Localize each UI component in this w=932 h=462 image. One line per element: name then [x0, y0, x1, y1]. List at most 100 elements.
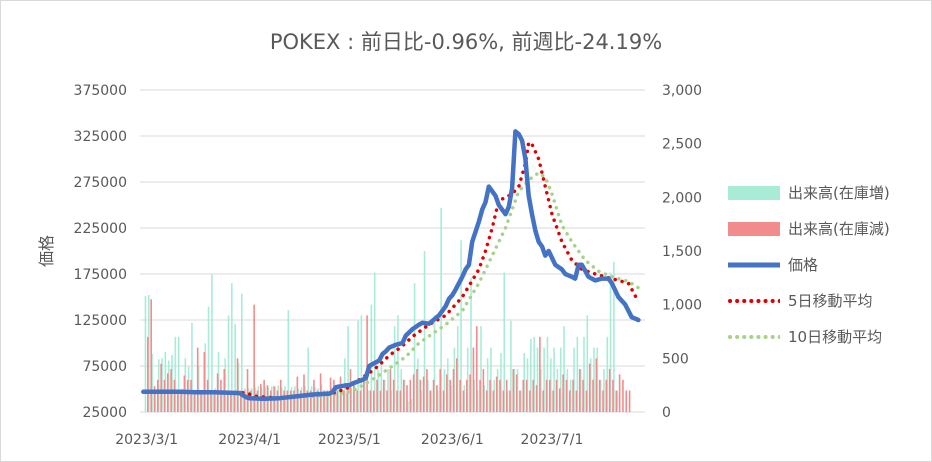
bar-volume-increase: [353, 386, 356, 412]
bar-volume-decrease: [456, 358, 458, 412]
bar-volume-increase: [553, 347, 555, 412]
bar-volume-decrease: [618, 374, 621, 412]
bar-volume-increase: [473, 379, 476, 412]
bar-volume-decrease: [163, 379, 166, 412]
bar-volume-decrease: [246, 369, 249, 412]
bar-volume-decrease: [362, 379, 365, 412]
bar-volume-increase: [503, 272, 506, 412]
bar-volume-increase: [181, 388, 183, 412]
bar-volume-decrease: [213, 390, 216, 412]
legend-item-volume-increase: 出来高(在庫増): [728, 180, 928, 216]
bar-volume-increase: [360, 315, 363, 412]
bar-volume-decrease: [379, 390, 382, 412]
bar-volume-decrease: [465, 379, 468, 412]
y-left-tick-label: 275000: [74, 175, 127, 191]
bar-volume-increase: [616, 390, 619, 412]
bar-volume-decrease: [585, 390, 588, 412]
legend-item-volume-decrease: 出来高(在庫減): [728, 216, 928, 252]
bar-volume-decrease: [256, 390, 259, 412]
legend-key-ma10: [728, 335, 780, 339]
bar-volume-increase: [596, 347, 599, 412]
bar-volume-increase: [244, 388, 246, 412]
bar-volume-increase: [187, 366, 190, 412]
bar-volume-decrease: [392, 379, 395, 412]
bar-volume-increase: [516, 369, 519, 412]
bar-volume-increase: [576, 336, 579, 412]
y-right-tick-label: 2,000: [662, 190, 702, 206]
bar-volume-decrease: [519, 390, 521, 412]
bar-volume-increase: [347, 326, 349, 412]
bar-volume-decrease: [153, 386, 156, 412]
bar-volume-decrease: [469, 374, 471, 412]
bar-volume-decrease: [449, 379, 451, 412]
bar-volume-decrease: [515, 374, 518, 412]
bar-volume-decrease: [522, 379, 525, 412]
bar-volume-decrease: [220, 379, 222, 412]
bar-volume-increase: [540, 369, 542, 412]
bar-volume-increase: [589, 358, 592, 412]
bar-volume-decrease: [598, 379, 601, 412]
bar-volume-increase: [227, 315, 230, 412]
bar-volume-decrease: [253, 304, 255, 412]
legend-key-price: [728, 262, 780, 268]
y-left-tick-label: 225000: [74, 221, 127, 237]
bar-volume-decrease: [369, 390, 372, 412]
bar-volume-increase: [510, 320, 512, 412]
bar-volume-decrease: [193, 390, 196, 412]
bar-volume-increase: [559, 347, 562, 412]
bar-volume-increase: [496, 369, 499, 412]
bar-volume-decrease: [559, 388, 561, 412]
bar-volume-decrease: [539, 336, 541, 412]
bar-volume-decrease: [343, 390, 345, 412]
bar-volume-decrease: [210, 390, 212, 412]
bar-volume-decrease: [346, 390, 348, 412]
bar-volume-increase: [566, 369, 569, 412]
bar-volume-increase: [383, 379, 386, 412]
bar-volume-decrease: [429, 390, 432, 412]
bar-volume-decrease: [615, 390, 618, 412]
bar-volume-decrease: [200, 390, 202, 412]
bar-volume-decrease: [196, 347, 199, 412]
bar-volume-decrease: [299, 390, 302, 412]
legend-label-price: 価格: [788, 256, 819, 274]
bar-volume-decrease: [489, 379, 491, 412]
bar-volume-decrease: [349, 369, 352, 412]
bar-volume-increase: [470, 277, 472, 412]
bar-volume-increase: [463, 385, 466, 412]
x-tick-label: 2023/6/1: [421, 432, 484, 448]
bar-volume-decrease: [588, 363, 591, 412]
bar-volume-increase: [387, 369, 389, 412]
bar-volume-increase: [430, 390, 432, 412]
bar-volume-increase: [520, 390, 522, 412]
bar-volume-increase: [423, 251, 426, 412]
bar-volume-increase: [490, 347, 492, 412]
bar-volume-decrease: [240, 390, 242, 412]
bar-volume-decrease: [356, 390, 358, 412]
bar-volume-increase: [460, 240, 462, 412]
bar-volume-decrease: [562, 374, 564, 412]
y-right-tick-label: 1,000: [662, 298, 702, 314]
bar-volume-increase: [307, 347, 310, 412]
bar-volume-decrease: [462, 390, 465, 412]
bar-volume-decrease: [353, 380, 355, 412]
bar-volume-decrease: [572, 379, 574, 412]
bar-volume-increase: [154, 392, 157, 412]
chart-title: POKEX : 前日比-0.96%, 前週比-24.19%: [269, 30, 663, 54]
bar-volume-increase: [221, 390, 223, 412]
x-tick-label: 2023/3/1: [115, 432, 178, 448]
bar-volume-increase: [151, 354, 153, 412]
legend-label-ma5: 5日移動平均: [788, 292, 873, 310]
bar-volume-increase: [573, 347, 575, 412]
bar-volume-increase: [290, 387, 293, 412]
bar-volume-increase: [310, 386, 313, 412]
bar-volume-decrease: [595, 358, 598, 412]
bar-volume-increase: [453, 347, 456, 412]
bar-volume-decrease: [402, 379, 405, 412]
bar-volume-decrease: [293, 390, 295, 412]
bar-volume-increase: [334, 386, 336, 412]
bar-volume-increase: [177, 336, 180, 412]
bar-volume-increase: [327, 390, 329, 412]
bar-volume-decrease: [323, 390, 325, 412]
bar-volume-decrease: [303, 374, 305, 412]
y-right-tick-label: 3,000: [662, 83, 702, 99]
